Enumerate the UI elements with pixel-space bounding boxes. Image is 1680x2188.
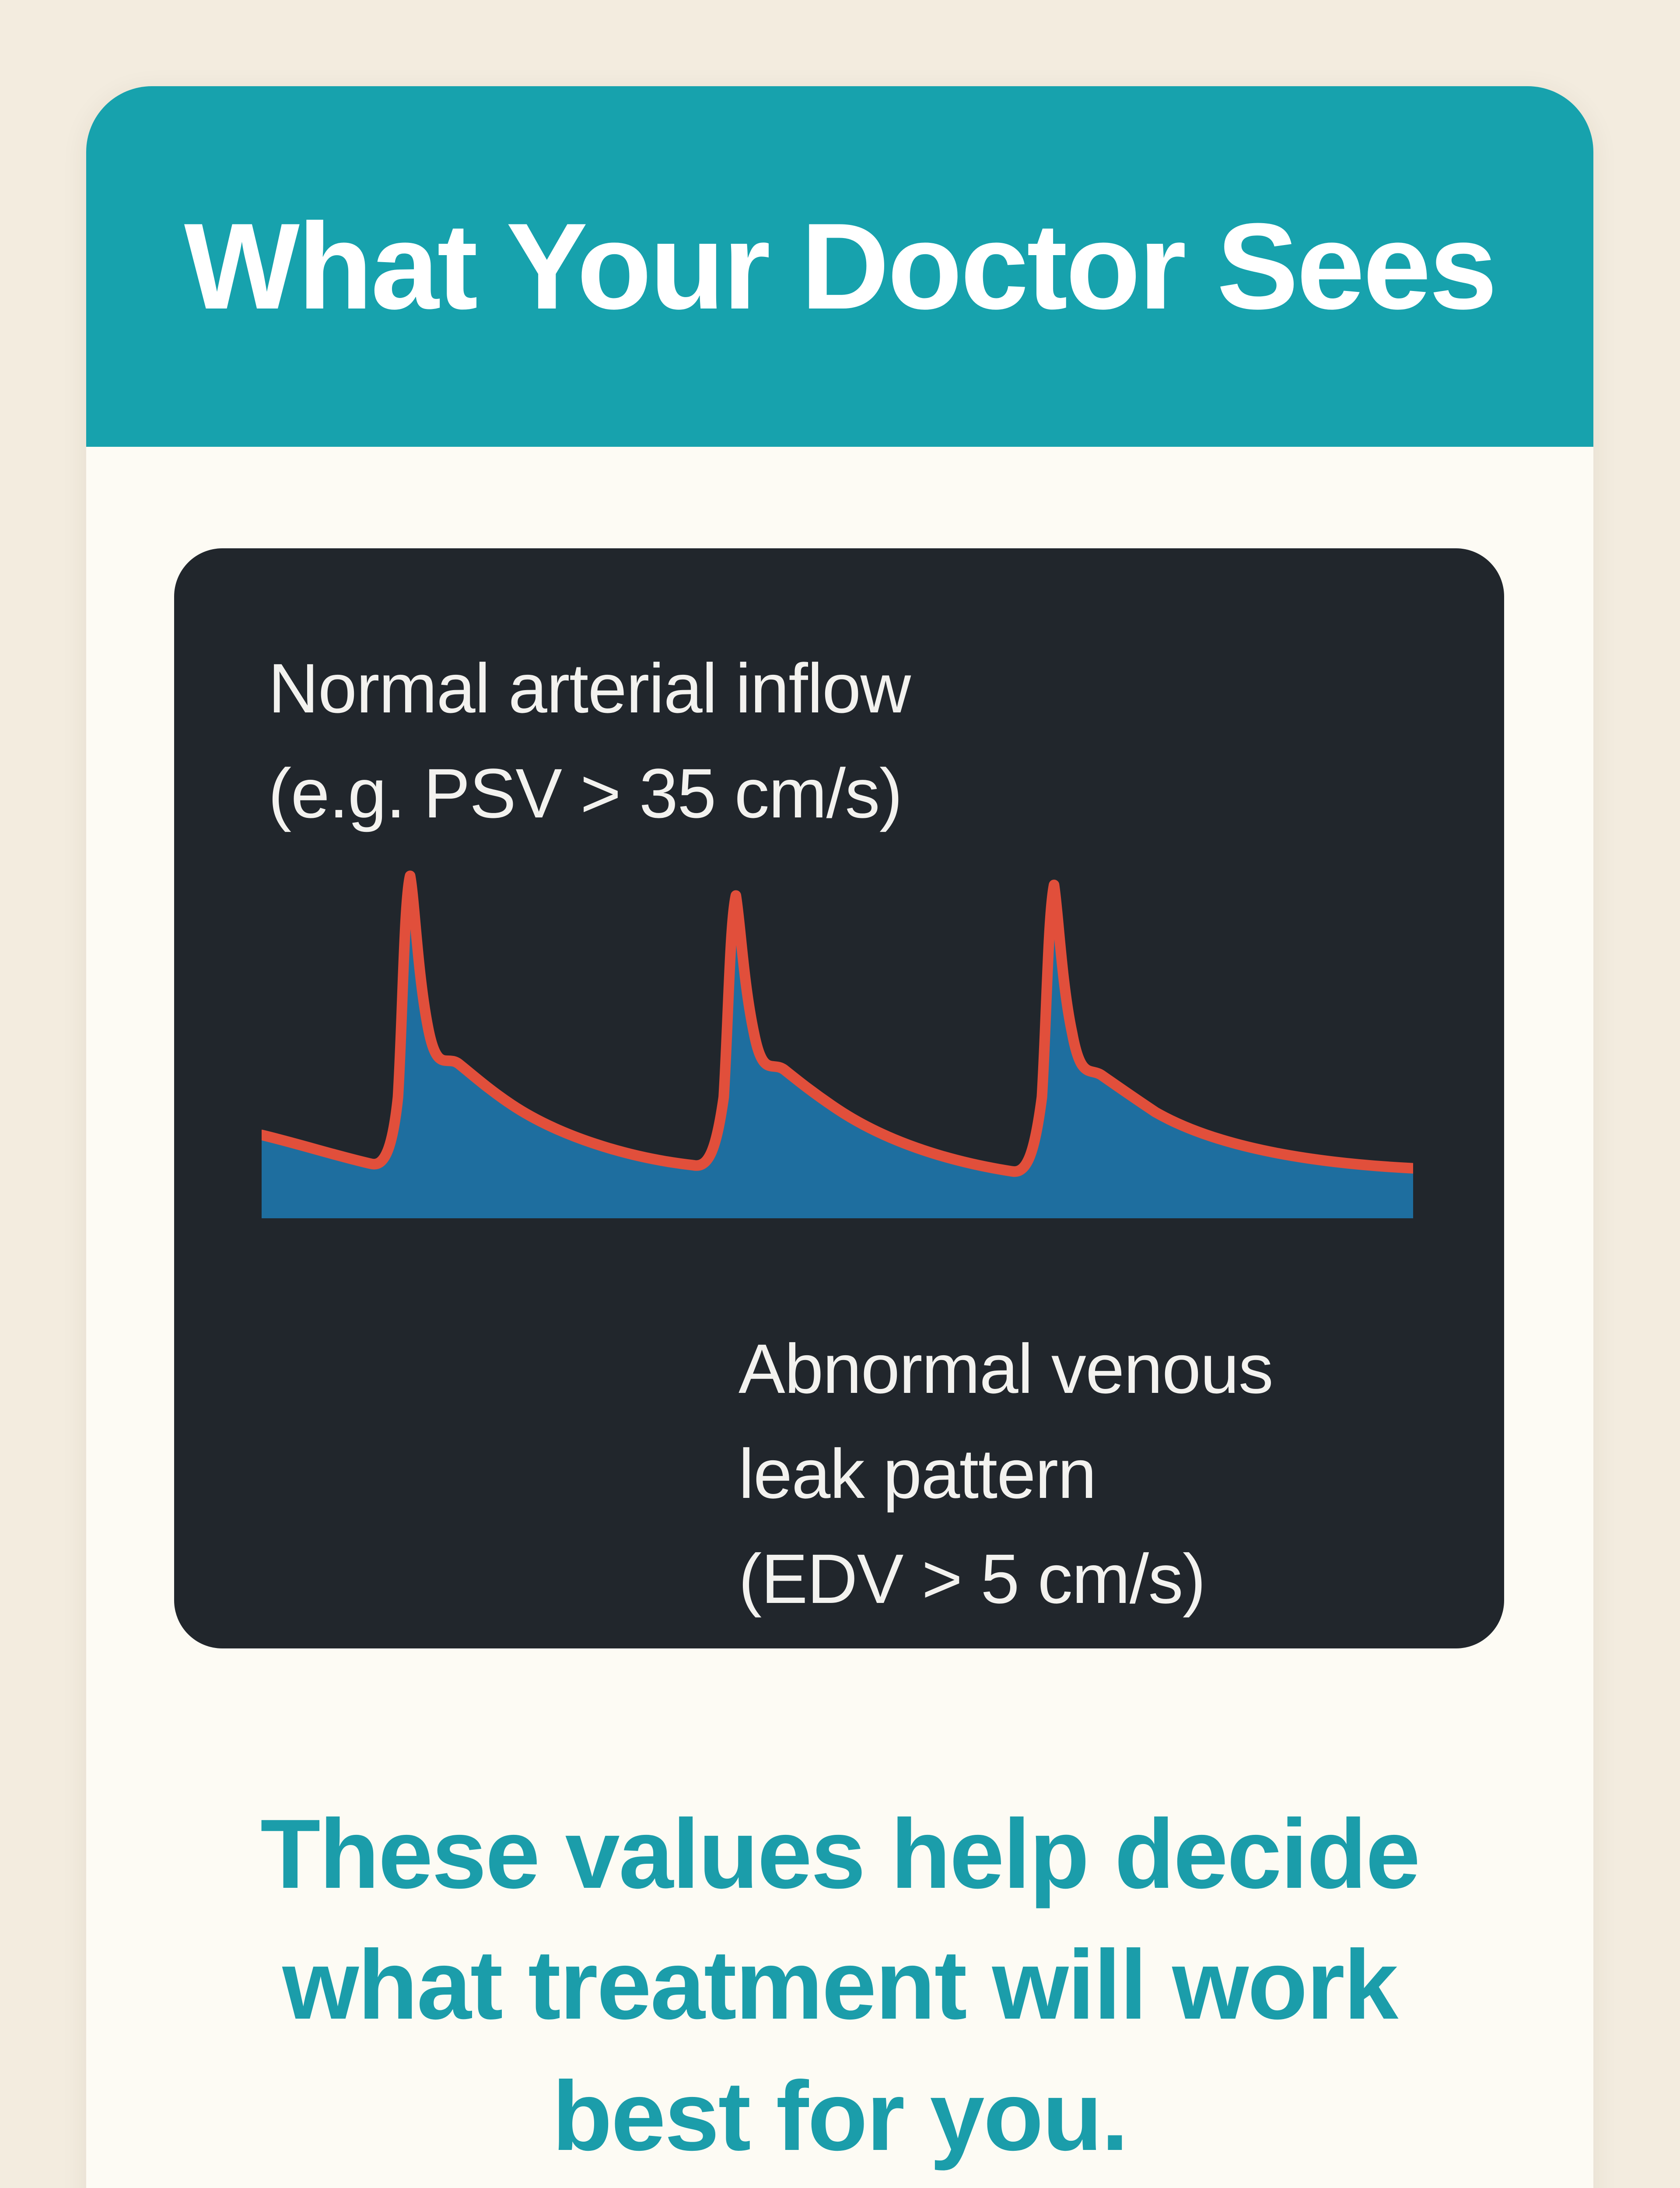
infographic-card: What Your Doctor Sees Normal arterial in… bbox=[86, 86, 1593, 2188]
arterial-inflow-label: Normal arterial inflow (e.g. PSV > 35 cm… bbox=[268, 649, 911, 832]
card-header: What Your Doctor Sees bbox=[86, 86, 1593, 447]
waveform-area bbox=[262, 876, 1413, 1218]
doppler-waveform-chart bbox=[262, 870, 1413, 1218]
footer-caption: These values help decide what treatment … bbox=[260, 1799, 1421, 2171]
venous-leak-label: Abnormal venous leak pattern (EDV > 5 cm… bbox=[738, 1329, 1274, 1618]
page-title: What Your Doctor Sees bbox=[184, 198, 1498, 335]
doppler-panel: Normal arterial inflow (e.g. PSV > 35 cm… bbox=[174, 548, 1504, 1648]
waveform-line bbox=[262, 870, 1413, 1177]
